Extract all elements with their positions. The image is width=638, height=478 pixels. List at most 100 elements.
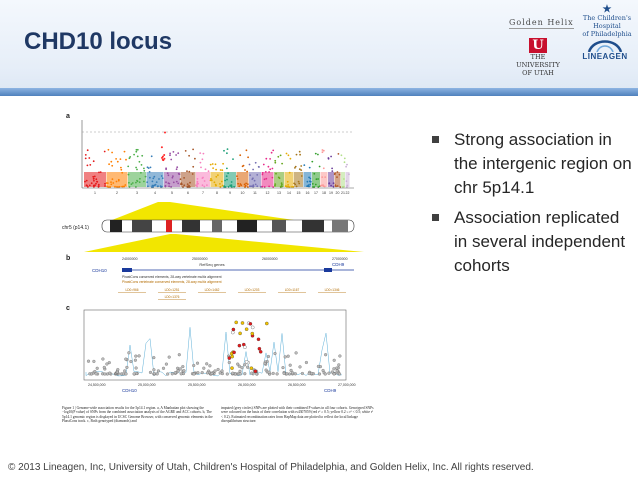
imputed-snp-point bbox=[335, 366, 339, 370]
regional-tick-label: 27,000,000 bbox=[338, 383, 356, 387]
imputed-snp-point bbox=[273, 351, 277, 356]
ideogram-band bbox=[166, 220, 172, 232]
snp-point bbox=[115, 158, 117, 160]
imputed-snp-point bbox=[161, 366, 166, 370]
imputed-snp-point bbox=[105, 362, 109, 366]
snp-point bbox=[271, 167, 274, 170]
snp-point bbox=[199, 152, 202, 154]
imputed-snp-point bbox=[210, 371, 214, 376]
imputed-snp-point bbox=[298, 365, 302, 369]
snp-point bbox=[123, 150, 126, 153]
imputed-snp-point bbox=[101, 357, 105, 361]
regional-tick-label: 24,500,000 bbox=[88, 383, 106, 387]
ideogram-band bbox=[302, 220, 324, 232]
snp-point bbox=[212, 167, 215, 169]
imputed-snp-point bbox=[124, 372, 128, 376]
snp-point bbox=[294, 167, 296, 169]
imputed-snp-point bbox=[250, 371, 254, 375]
chromosome-band bbox=[312, 172, 320, 187]
snp-point bbox=[222, 162, 225, 165]
utah-logo-line2: UNIVERSITY bbox=[516, 61, 560, 69]
snp-point bbox=[175, 154, 177, 156]
snp-point bbox=[226, 167, 228, 170]
snp-point bbox=[343, 161, 346, 164]
imputed-snp-point bbox=[155, 372, 159, 376]
snp-point bbox=[248, 163, 251, 166]
snp-point bbox=[143, 167, 145, 170]
browser-tick-label: 27000000 bbox=[332, 257, 348, 261]
snp-point bbox=[346, 163, 348, 166]
genotyped-snp-point bbox=[257, 346, 262, 351]
ideogram-band bbox=[237, 220, 257, 232]
imputed-snp-point bbox=[137, 354, 141, 358]
chromosome-ideogram bbox=[101, 219, 355, 233]
snp-point bbox=[327, 157, 330, 160]
recombination-rate-line bbox=[85, 327, 343, 377]
snp-point bbox=[84, 157, 87, 160]
imputed-snp-point bbox=[200, 371, 204, 375]
bullet-list: Strong association in the intergenic reg… bbox=[432, 128, 632, 284]
imputed-snp-point bbox=[92, 359, 96, 363]
genotyped-snp-point bbox=[232, 350, 236, 355]
snp-point bbox=[269, 168, 272, 171]
chromosome-band bbox=[196, 172, 210, 187]
imputed-snp-point bbox=[125, 365, 129, 369]
imputed-snp-point bbox=[103, 372, 107, 376]
imputed-snp-point bbox=[205, 362, 209, 366]
phastcons-track-2: PhastCons vertebrate conserved elements,… bbox=[122, 280, 222, 284]
snp-point bbox=[245, 149, 248, 152]
imputed-snp-point bbox=[330, 370, 334, 374]
snp-point bbox=[258, 166, 260, 168]
snp-point bbox=[92, 160, 95, 163]
imputed-snp-point bbox=[192, 363, 196, 368]
imputed-snp-point bbox=[181, 365, 185, 369]
snp-point bbox=[239, 154, 242, 157]
panel-b-label: b bbox=[66, 255, 70, 262]
imputed-snp-point bbox=[283, 355, 287, 359]
chromosome-tick: 12 bbox=[266, 191, 270, 195]
regional-tick-label: 26,500,000 bbox=[288, 383, 306, 387]
regional-x-ticks: 24,500,000 25,000,000 25,500,000 26,000,000… bbox=[88, 383, 356, 387]
imputed-snp-point bbox=[240, 366, 244, 370]
ld-block-label: LD0=1462 bbox=[205, 288, 220, 292]
refseq-track-label: RefSeq genes bbox=[199, 262, 224, 267]
chop-logo-line1: The Children's Hospital bbox=[582, 14, 632, 30]
imputed-snp-point bbox=[281, 366, 285, 370]
imputed-snp-point bbox=[177, 353, 181, 357]
regional-gene-cdh10: CDH10 bbox=[122, 388, 137, 393]
snp-point bbox=[267, 165, 270, 168]
snp-point bbox=[211, 163, 214, 165]
snp-point bbox=[111, 164, 114, 167]
gene-cdh10-box bbox=[122, 268, 132, 272]
snp-point bbox=[311, 160, 314, 163]
golden-helix-logo: Golden Helix bbox=[509, 18, 574, 29]
snp-point bbox=[149, 166, 152, 169]
snp-point bbox=[188, 154, 190, 157]
imputed-snp-point bbox=[94, 372, 98, 376]
utah-block-u-icon: U bbox=[529, 38, 547, 53]
snp-point bbox=[308, 166, 311, 169]
genotyped-snp-point bbox=[249, 366, 254, 370]
chromosome-tick: 20 bbox=[336, 191, 340, 195]
imputed-snp-point bbox=[271, 371, 275, 375]
snp-point bbox=[226, 148, 229, 150]
chromosome-tick: 3 bbox=[136, 191, 138, 195]
snp-point bbox=[169, 152, 171, 155]
chromosome-band bbox=[146, 172, 164, 187]
snp-point bbox=[140, 164, 143, 166]
slide-title: CHD10 locus bbox=[24, 28, 173, 55]
chromosome-band bbox=[210, 172, 224, 187]
snp-point bbox=[207, 170, 210, 173]
peak-snp-point bbox=[163, 157, 166, 160]
snp-point bbox=[138, 160, 141, 163]
imputed-snp-point bbox=[282, 371, 286, 375]
snp-point bbox=[303, 164, 306, 166]
snp-point bbox=[143, 169, 146, 172]
imputed-snp-point bbox=[294, 351, 298, 355]
regional-association-points bbox=[86, 320, 342, 376]
imputed-snp-point bbox=[124, 357, 128, 361]
imputed-snp-point bbox=[166, 372, 170, 376]
chromosome-tick: 22 bbox=[346, 191, 350, 195]
regional-gene-cdh9: CDH9 bbox=[324, 388, 337, 393]
imputed-snp-point bbox=[285, 372, 289, 376]
